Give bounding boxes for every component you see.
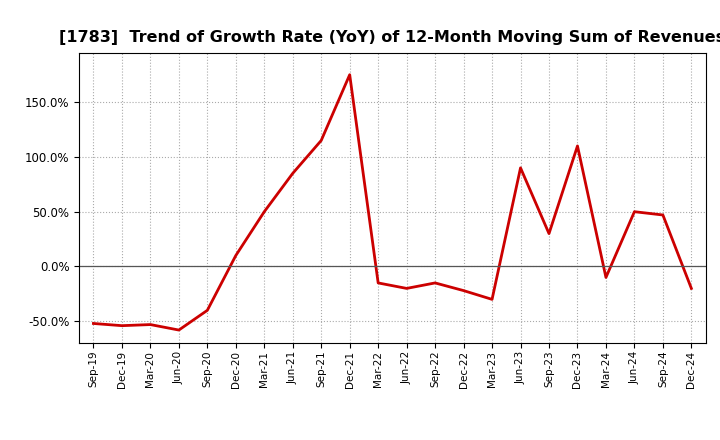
Title: [1783]  Trend of Growth Rate (YoY) of 12-Month Moving Sum of Revenues: [1783] Trend of Growth Rate (YoY) of 12-… [59,29,720,45]
